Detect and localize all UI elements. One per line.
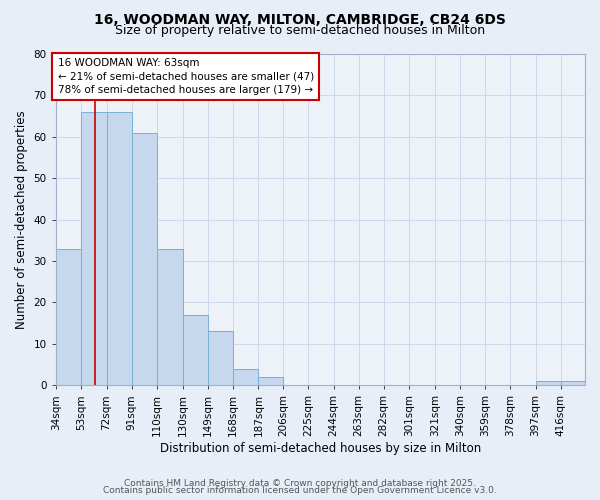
Text: 16 WOODMAN WAY: 63sqm
← 21% of semi-detached houses are smaller (47)
78% of semi: 16 WOODMAN WAY: 63sqm ← 21% of semi-deta… (58, 58, 314, 94)
Bar (157, 248, 183, 386)
Bar (536, 381, 560, 386)
Bar (259, 377, 283, 386)
Bar (183, 315, 208, 386)
Text: Contains public sector information licensed under the Open Government Licence v3: Contains public sector information licen… (103, 486, 497, 495)
Bar (131, 132, 157, 386)
Y-axis label: Number of semi-detached properties: Number of semi-detached properties (15, 110, 28, 329)
Text: Size of property relative to semi-detached houses in Milton: Size of property relative to semi-detach… (115, 24, 485, 37)
X-axis label: Distribution of semi-detached houses by size in Milton: Distribution of semi-detached houses by … (160, 442, 481, 455)
Text: Contains HM Land Registry data © Crown copyright and database right 2025.: Contains HM Land Registry data © Crown c… (124, 478, 476, 488)
Bar (208, 332, 233, 386)
Bar (56, 248, 82, 386)
Bar (560, 381, 586, 386)
Bar (82, 112, 107, 386)
Text: 16, WOODMAN WAY, MILTON, CAMBRIDGE, CB24 6DS: 16, WOODMAN WAY, MILTON, CAMBRIDGE, CB24… (94, 12, 506, 26)
Bar (107, 112, 131, 386)
Bar (233, 368, 259, 386)
